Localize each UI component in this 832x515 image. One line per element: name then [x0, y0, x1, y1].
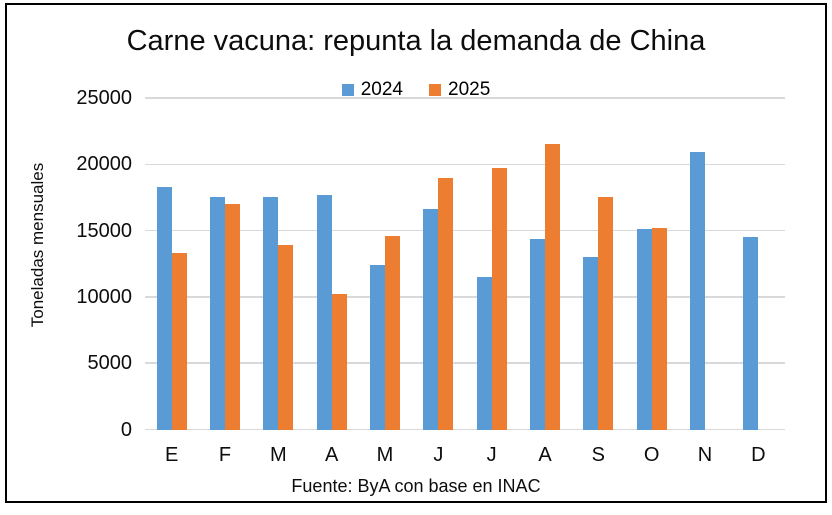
legend-swatch-2025: [429, 84, 441, 96]
gridline-25000: [145, 97, 785, 99]
bar-2025-A8: [545, 144, 560, 430]
bar-2025-J7: [491, 168, 507, 430]
x-tick-label-J6: J: [433, 444, 444, 466]
x-tick-label-A8: A: [538, 444, 552, 466]
bar-2025-M5: [385, 235, 400, 430]
y-tick-label-0: 0: [120, 418, 132, 441]
bar-2025-J6: [438, 177, 454, 430]
bar-2024-J6: [423, 209, 439, 430]
legend-label-2025: 2025: [448, 79, 491, 100]
legend: 2024 2025: [0, 79, 832, 101]
x-tick-label-S9: S: [591, 444, 605, 466]
bar-2024-A4: [316, 194, 332, 430]
x-tick-label-D12: D: [751, 444, 766, 466]
x-tick-label-M3: M: [269, 444, 287, 466]
bar-2024-E1: [156, 186, 172, 430]
x-tick-label-E1: E: [164, 444, 179, 466]
x-tick-label-N11: N: [697, 444, 713, 466]
gridline-20000: [145, 163, 785, 166]
x-tick-label-M5: M: [376, 444, 394, 466]
bar-2024-M5: [370, 265, 385, 430]
gridline-5000: [145, 362, 785, 364]
bar-2024-O10: [636, 229, 652, 430]
gridline-10000: [145, 296, 785, 298]
y-tick-label-15000: 15000: [76, 219, 132, 242]
plot-area: [145, 97, 785, 431]
y-tick-label-25000: 25000: [76, 87, 132, 109]
legend-swatch-2024: [341, 84, 354, 96]
bar-2025-S9: [598, 197, 614, 430]
x-tick-label-J7: J: [486, 444, 497, 466]
bar-2024-N11: [690, 152, 705, 430]
bar-2025-F2: [225, 204, 240, 430]
legend-item-2025: 2025: [429, 79, 490, 101]
gridline-15000: [145, 229, 785, 232]
chart-title: Carne vacuna: repunta la demanda de Chin…: [126, 25, 706, 57]
bar-2025-O10: [651, 227, 667, 430]
y-tick-label-5000: 5000: [87, 352, 133, 375]
bar-2024-D12: [743, 237, 759, 430]
x-axis-line: [145, 428, 785, 431]
x-tick-label-F2: F: [218, 444, 232, 466]
bar-2025-E1: [171, 253, 187, 430]
y-tick-label-10000: 10000: [76, 285, 132, 308]
bar-2025-M3: [278, 245, 294, 430]
bar-2024-F2: [210, 197, 225, 430]
bar-2024-J7: [476, 277, 492, 430]
x-tick-label-O10: O: [643, 444, 660, 466]
x-tick-label-A4: A: [324, 444, 339, 466]
bar-2025-A4: [331, 294, 347, 430]
legend-label-2024: 2024: [360, 79, 403, 100]
bar-2024-M3: [263, 197, 279, 430]
y-tick-label-20000: 20000: [76, 153, 132, 176]
bar-2024-A8: [530, 238, 545, 430]
source-note: Fuente: ByA con base en INAC: [291, 476, 541, 496]
bar-2024-S9: [583, 257, 599, 430]
legend-item-2024: 2024: [341, 79, 403, 101]
